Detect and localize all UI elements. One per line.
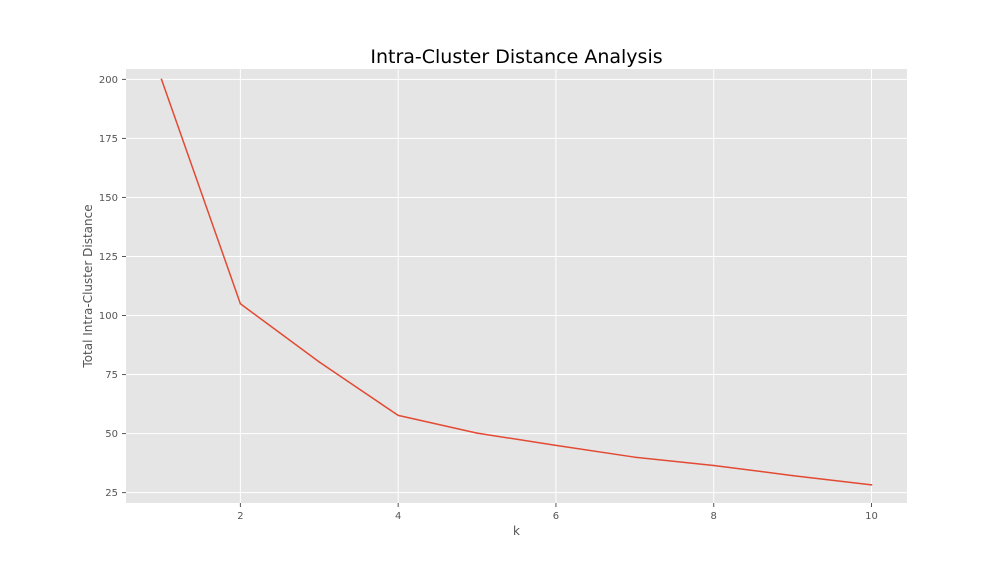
y-axis-label: Total Intra-Cluster Distance <box>81 204 95 368</box>
data-point <box>712 464 715 467</box>
data-point <box>476 432 478 434</box>
chart-title: Intra-Cluster Distance Analysis <box>370 46 662 68</box>
series-line <box>160 78 873 486</box>
x-tick-label: 8 <box>711 511 717 522</box>
data-point <box>555 444 557 447</box>
series-layer <box>160 78 873 486</box>
data-point <box>791 474 794 477</box>
y-tick-label: 50 <box>105 429 118 440</box>
data-point <box>160 78 163 81</box>
x-tick-label: 2 <box>237 511 243 522</box>
y-tick-label: 75 <box>105 370 118 381</box>
x-axis-label: k <box>513 524 520 538</box>
x-axis-ticks: 2 4 6 8 10 <box>237 503 878 522</box>
data-point <box>870 484 873 486</box>
x-tick-label: 4 <box>395 511 401 522</box>
plot-area <box>126 69 907 503</box>
x-tick-label: 10 <box>865 511 878 522</box>
y-tick-label: 175 <box>99 134 118 145</box>
y-tick-label: 100 <box>99 311 118 322</box>
y-tick-label: 200 <box>99 75 118 86</box>
data-point <box>239 302 242 305</box>
y-tick-label: 125 <box>99 252 118 263</box>
data-point <box>318 361 321 363</box>
x-tick-label: 6 <box>553 511 559 522</box>
y-axis-ticks: 25 50 75 100 125 150 175 200 <box>99 75 126 499</box>
data-point <box>397 414 399 417</box>
data-point <box>634 456 636 458</box>
y-tick-label: 150 <box>99 193 118 204</box>
y-tick-label: 25 <box>105 488 118 499</box>
